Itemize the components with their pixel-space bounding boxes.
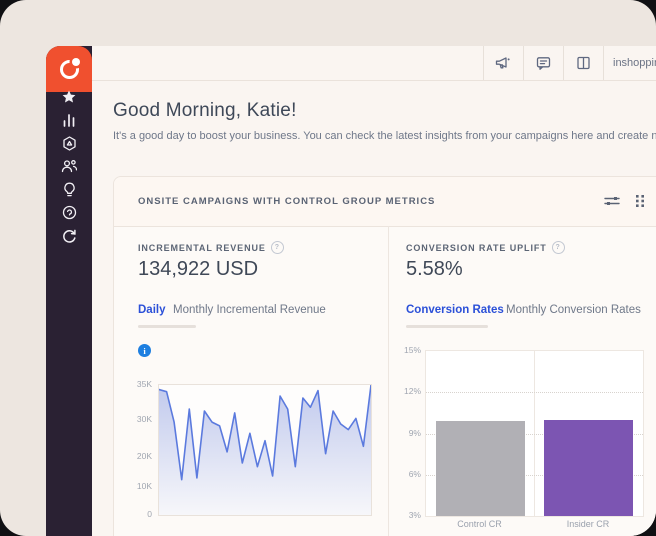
topbar-divider	[563, 46, 564, 80]
revenue-value: 134,922 USD	[138, 258, 259, 280]
tab-monthly-conversion-rates[interactable]: Monthly Conversion Rates	[506, 304, 641, 316]
active-tab-indicator	[406, 325, 488, 328]
sidebar-item-sync[interactable]	[46, 228, 92, 244]
content: Good Morning, Katie! It's a good day to …	[92, 80, 656, 536]
bar-chart	[425, 350, 644, 517]
announcements-button[interactable]	[483, 46, 523, 80]
y-tick-label: 6%	[408, 468, 421, 479]
topbar-divider	[603, 46, 604, 80]
page-subtitle: It's a good day to boost your business. …	[113, 130, 656, 142]
card-header: ONSITE CAMPAIGNS WITH CONTROL GROUP METR…	[114, 177, 656, 227]
y-tick-label: 3%	[408, 510, 421, 520]
chat-icon	[536, 57, 550, 70]
sidebar	[46, 46, 92, 536]
active-tab-indicator	[138, 325, 196, 328]
topbar: inshopping	[92, 46, 656, 81]
revenue-line	[159, 385, 371, 481]
products-hexagon-icon	[62, 135, 76, 151]
insider-logo[interactable]	[46, 46, 92, 92]
account-menu[interactable]: inshopping	[613, 57, 656, 69]
uplift-label-row: CONVERSION RATE UPLIFT ?	[406, 241, 565, 254]
y-tick-label: 35K	[136, 379, 152, 389]
sidebar-item-ideas[interactable]	[46, 181, 92, 197]
refresh-icon	[62, 229, 76, 243]
sidebar-item-support[interactable]	[46, 204, 92, 220]
tab-daily[interactable]: Daily	[138, 304, 166, 316]
line-chart	[158, 384, 372, 516]
topbar-divider	[483, 46, 484, 80]
y-tick-label: 0	[147, 509, 152, 519]
panel-divider	[388, 226, 389, 536]
lightbulb-icon	[63, 182, 75, 196]
gridline	[426, 392, 643, 394]
revenue-label: INCREMENTAL REVENUE	[138, 242, 266, 253]
y-tick-label: 12%	[403, 386, 421, 397]
topbar-divider	[523, 46, 524, 80]
bar-control-cr	[435, 421, 525, 516]
y-tick-label: 10K	[136, 481, 152, 492]
help-ring-icon	[62, 205, 76, 219]
docs-button[interactable]	[563, 46, 603, 80]
sidebar-item-products[interactable]	[46, 135, 92, 151]
help-icon[interactable]: ?	[551, 241, 565, 254]
revenue-label-row: INCREMENTAL REVENUE ?	[138, 241, 284, 254]
area-line-plot	[159, 385, 371, 515]
gridline	[426, 474, 643, 476]
tab-conversion-rates[interactable]: Conversion Rates	[406, 304, 504, 316]
page-title: Good Morning, Katie!	[113, 100, 297, 121]
star-icon	[62, 90, 76, 103]
area-fill	[159, 385, 371, 515]
gridline	[426, 433, 643, 435]
y-tick-label: 30K	[136, 414, 152, 425]
bar-insider-cr	[544, 420, 634, 516]
bar-chart-icon	[63, 114, 75, 127]
info-icon[interactable]: i	[138, 344, 151, 357]
sidebar-item-favorites[interactable]	[46, 89, 92, 105]
insider-logo-dot	[72, 58, 80, 66]
messages-button[interactable]	[523, 46, 563, 80]
drag-handle[interactable]	[630, 191, 650, 211]
campaign-metrics-card: ONSITE CAMPAIGNS WITH CONTROL GROUP METR…	[113, 176, 656, 536]
y-tick-label: 15%	[403, 345, 421, 355]
sidebar-item-analytics[interactable]	[46, 112, 92, 128]
uplift-label: CONVERSION RATE UPLIFT	[406, 242, 547, 253]
book-icon	[576, 56, 590, 70]
sliders-icon	[604, 197, 620, 205]
bar-category-label: Control CR	[457, 519, 502, 529]
sidebar-item-audience[interactable]	[46, 158, 92, 174]
insider-logo-ring	[60, 60, 79, 79]
main-area: inshopping Good Morning, Katie! It's a g…	[92, 46, 656, 536]
megaphone-icon	[495, 57, 510, 69]
help-icon[interactable]: ?	[270, 241, 284, 254]
card-title: ONSITE CAMPAIGNS WITH CONTROL GROUP METR…	[138, 196, 436, 207]
y-tick-label: 9%	[408, 427, 421, 438]
filter-settings-button[interactable]	[602, 191, 622, 211]
y-tick-label: 20K	[136, 450, 152, 461]
uplift-value: 5.58%	[406, 258, 463, 280]
bar-category-label: Insider CR	[566, 519, 610, 529]
drag-handle-icon	[636, 195, 644, 207]
tab-monthly-incremental-revenue[interactable]: Monthly Incremental Revenue	[173, 304, 326, 316]
audience-icon	[61, 160, 77, 173]
